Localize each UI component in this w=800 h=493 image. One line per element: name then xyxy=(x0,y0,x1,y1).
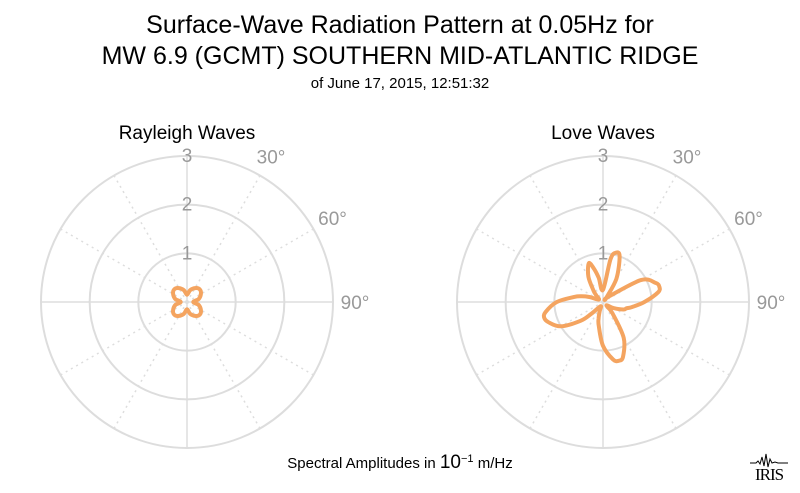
love-waves-ring-2 xyxy=(504,203,702,401)
chart-title-line2: MW 6.9 (GCMT) SOUTHERN MID-ATLANTIC RIDG… xyxy=(101,42,699,70)
chart-title-line1: Surface-Wave Radiation Pattern at 0.05Hz… xyxy=(146,11,654,39)
rayleigh-waves-angle-label-60: 60° xyxy=(318,209,347,230)
rayleigh-waves-radial-label-2: 2 xyxy=(182,195,193,216)
love-waves-angle-label-30: 30° xyxy=(673,148,702,169)
rayleigh-waves-spoke-240 xyxy=(60,301,188,376)
love-waves-spoke-120 xyxy=(602,301,730,376)
rayleigh-waves-radial-label-1: 1 xyxy=(182,243,193,264)
love-waves-angle-label-90: 90° xyxy=(757,293,786,314)
love-waves-radial-label-1: 1 xyxy=(598,243,609,264)
love-waves-radial-label-3: 3 xyxy=(598,146,609,167)
logo-text: IRIS xyxy=(754,465,784,484)
amplitude-units-caption: Spectral Amplitudes in 10−1 m/Hz xyxy=(0,452,800,474)
love-waves-angle-label-60: 60° xyxy=(734,209,763,230)
rayleigh-waves-ring-2 xyxy=(88,203,286,401)
love-waves-radiation-curve-0 xyxy=(541,250,662,364)
love-waves-radial-label-2: 2 xyxy=(598,195,609,216)
rayleigh-waves-ring-3 xyxy=(40,155,334,449)
love-waves-spoke-150 xyxy=(602,301,677,429)
rayleigh-waves-angle-label-90: 90° xyxy=(341,293,370,314)
rayleigh-waves-spoke-30 xyxy=(186,175,261,303)
seismogram-icon xyxy=(750,453,788,468)
iris-logo: IRIS xyxy=(748,451,790,485)
rayleigh-waves-angle-label-30: 30° xyxy=(257,148,286,169)
rayleigh-waves-radial-label-3: 3 xyxy=(182,146,193,167)
caption-prefix: Spectral Amplitudes in xyxy=(287,455,440,472)
rayleigh-waves-panel-title: Rayleigh Waves xyxy=(119,123,256,144)
rayleigh-waves-spoke-330 xyxy=(113,175,188,303)
rayleigh-waves-spoke-300 xyxy=(60,228,188,303)
chart-subtitle: of June 17, 2015, 12:51:32 xyxy=(310,75,490,92)
love-waves-panel-title: Love Waves xyxy=(551,123,655,144)
rayleigh-waves-ring-1 xyxy=(137,252,237,352)
love-waves-ring-3 xyxy=(456,155,750,449)
rayleigh-waves-spoke-60 xyxy=(186,228,314,303)
caption-base: 10 xyxy=(439,452,461,473)
caption-unit: m/Hz xyxy=(473,455,513,472)
rayleigh-waves-spoke-210 xyxy=(113,301,188,429)
love-waves-spoke-300 xyxy=(476,228,604,303)
caption-exponent: −1 xyxy=(461,453,474,465)
rayleigh-waves-spoke-150 xyxy=(186,301,261,429)
love-waves-spoke-210 xyxy=(529,301,604,429)
rayleigh-waves-radiation-curve-0 xyxy=(171,286,203,318)
rayleigh-waves-spoke-120 xyxy=(186,301,314,376)
love-waves-spoke-240 xyxy=(476,301,604,376)
